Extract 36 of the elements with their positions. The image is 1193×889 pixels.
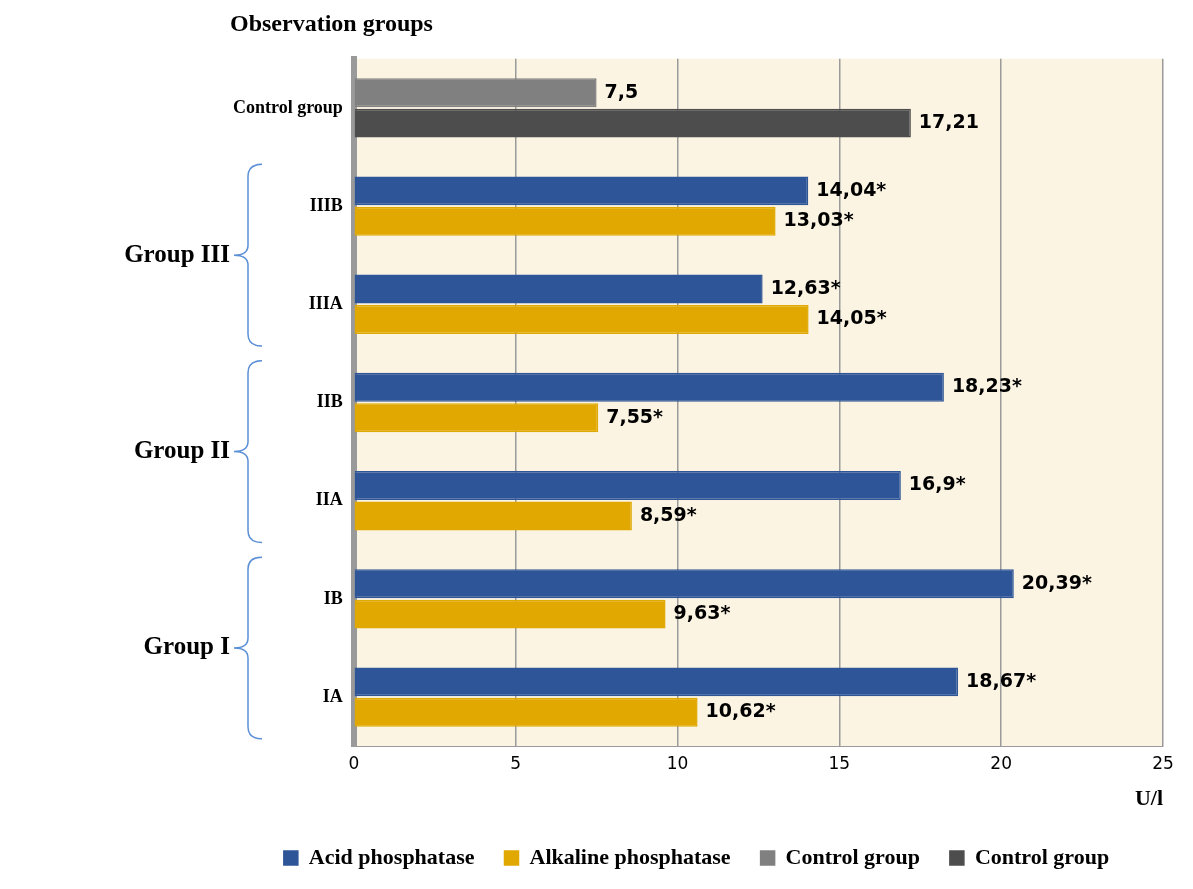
legend-label: Control group [785,843,920,869]
legend-label: Control group [974,843,1110,869]
x-tick-label: 5 [510,752,522,773]
data-label: 20,39* [1021,570,1092,593]
data-label: 7,5 [604,79,639,102]
y-tick-label: IIA [315,489,343,510]
y-tick-label: IIIB [309,194,343,215]
y-tick-label: IB [323,587,343,608]
y-tick-label: IIIA [308,292,343,313]
data-label: 8,59* [639,502,697,525]
x-tick-label: 25 [1152,752,1174,773]
x-tick-label: 10 [666,752,689,773]
data-label: 9,63* [673,601,731,624]
x-tick-label: 0 [348,752,360,773]
data-label: 12,63* [770,276,841,299]
data-label: 10,62* [705,699,776,722]
y-tick-label: Control group [233,96,343,117]
data-label: 13,03* [783,208,854,231]
data-label: 7,55* [606,404,664,427]
x-tick-label: 20 [990,752,1012,773]
data-label: 14,04* [816,177,887,200]
data-label: 14,05* [816,306,887,329]
text: Group II [133,436,230,464]
legend-label: Acid phosphatase [308,843,475,869]
data-label: 16,9* [908,472,966,495]
legend-label: Alkaline phosphatase [529,843,731,869]
x-tick-label: 15 [828,752,851,773]
text: Group III [124,239,230,267]
data-label: 17,21 [918,110,979,133]
data-label: 18,23* [951,374,1022,397]
text: Group I [143,632,230,660]
x-axis-title: U/l [1134,785,1163,811]
data-label: 18,67* [966,668,1037,691]
chart-title: Observation groups [230,9,433,36]
y-tick-label: IIB [316,391,343,412]
y-tick-label: IA [322,685,343,706]
